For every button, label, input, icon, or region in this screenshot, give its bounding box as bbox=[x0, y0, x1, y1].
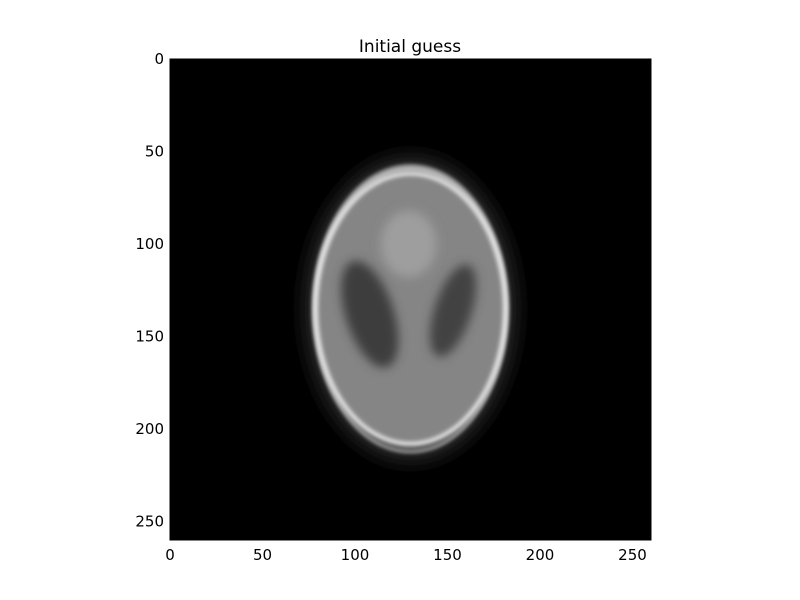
y-tick-label: 200 bbox=[135, 420, 164, 438]
x-tick-label: 0 bbox=[165, 546, 175, 564]
x-tick-label: 250 bbox=[618, 546, 647, 564]
x-axis: 0 50 100 150 200 250 bbox=[165, 59, 647, 564]
chart-title: Initial guess bbox=[359, 37, 461, 57]
brain-body bbox=[318, 175, 503, 442]
plot-area bbox=[170, 59, 651, 540]
right-lobe bbox=[430, 264, 477, 357]
x-tick-label: 150 bbox=[433, 546, 462, 564]
x-tick-label: 200 bbox=[526, 546, 555, 564]
y-tick-label: 50 bbox=[145, 143, 164, 161]
left-lobe bbox=[341, 260, 399, 368]
y-tick-label: 150 bbox=[135, 328, 164, 346]
y-axis: 0 50 100 150 200 250 bbox=[135, 50, 651, 531]
y-tick-label: 0 bbox=[154, 50, 164, 68]
phantom-image bbox=[302, 154, 519, 464]
plot-frame bbox=[169, 58, 652, 541]
x-tick-label: 100 bbox=[341, 546, 370, 564]
top-blob bbox=[380, 210, 437, 278]
x-tick-label: 50 bbox=[253, 546, 272, 564]
y-tick-label: 250 bbox=[135, 513, 164, 531]
y-tick-label: 100 bbox=[135, 235, 164, 253]
